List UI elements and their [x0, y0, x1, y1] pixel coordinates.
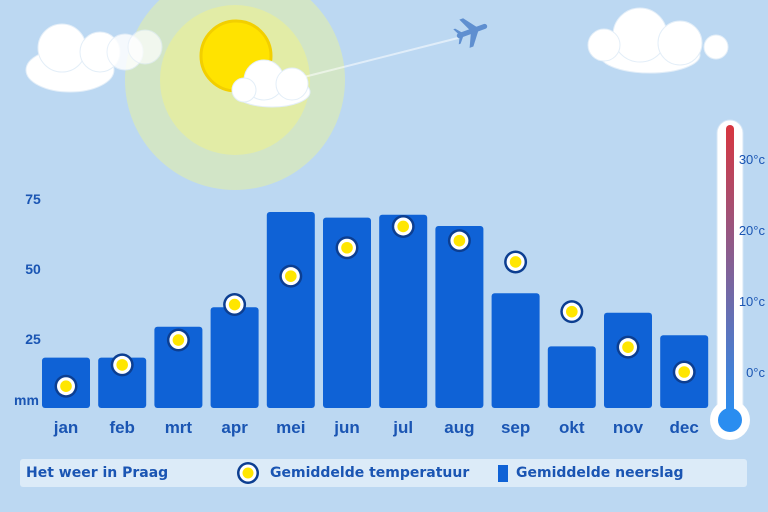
x-tick-label: nov — [613, 418, 644, 437]
precipitation-bar-jul — [379, 214, 428, 408]
precipitation-bar-nov — [604, 312, 652, 408]
x-tick-label: jul — [392, 418, 413, 437]
precipitation-bar-mrt — [154, 326, 203, 408]
x-tick-label: feb — [109, 418, 135, 437]
chart-title: Het weer in Praag — [26, 465, 169, 481]
x-tick-label: dec — [670, 418, 699, 437]
temperature-marker-jul — [391, 214, 415, 238]
temperature-marker-jan — [54, 374, 78, 398]
cloud-icon — [587, 7, 729, 74]
temperature-marker-nov — [616, 335, 640, 359]
y-axis-unit: mm — [14, 392, 39, 408]
legend-bar: Het weer in Praag Gemiddelde temperatuur… — [20, 459, 747, 487]
precipitation-bar-sep — [491, 293, 540, 408]
temperature-tick-label: 30°c — [739, 152, 766, 167]
temperature-marker-mrt — [166, 328, 190, 352]
thermometer-icon — [710, 119, 750, 440]
temperature-marker-dec — [672, 360, 696, 384]
y-tick-label: 50 — [25, 261, 41, 277]
precipitation-bar-jun — [323, 217, 371, 408]
precipitation-bar-aug — [435, 226, 484, 408]
temperature-tick-label: 10°c — [739, 294, 766, 309]
temperature-marker-mei — [279, 264, 303, 288]
airplane-icon — [453, 18, 488, 48]
precipitation-bar-okt — [547, 346, 596, 408]
legend-precipitation-label: Gemiddelde neerslag — [516, 465, 684, 481]
temperature-marker-jun — [335, 236, 359, 260]
x-tick-label: apr — [221, 418, 248, 437]
temperature-marker-feb — [110, 353, 134, 377]
precipitation-bar-mei — [266, 212, 315, 408]
temperature-marker-okt — [560, 300, 584, 324]
temperature-marker-icon — [237, 462, 259, 484]
precipitation-bar-feb — [98, 357, 147, 408]
temperature-tick-label: 0°c — [746, 365, 765, 380]
x-tick-label: okt — [559, 418, 585, 437]
temperature-marker-aug — [447, 229, 471, 253]
cloud-icon — [231, 59, 311, 108]
y-tick-label: 75 — [25, 191, 41, 207]
x-tick-label: aug — [444, 418, 474, 437]
x-tick-label: mrt — [165, 418, 193, 437]
x-tick-label: mei — [276, 418, 305, 437]
cloud-icon — [25, 23, 163, 93]
y-tick-label: 25 — [25, 331, 41, 347]
temperature-tick-label: 20°c — [739, 223, 766, 238]
x-tick-label: jun — [333, 418, 360, 437]
temperature-marker-sep — [504, 250, 528, 274]
precipitation-bar-icon — [498, 465, 508, 482]
contrail — [299, 37, 459, 79]
temperature-marker-apr — [223, 293, 247, 317]
legend-temperature-label: Gemiddelde temperatuur — [270, 465, 470, 481]
precipitation-bar-apr — [210, 307, 259, 408]
x-tick-label: sep — [501, 418, 530, 437]
x-tick-label: jan — [53, 418, 79, 437]
